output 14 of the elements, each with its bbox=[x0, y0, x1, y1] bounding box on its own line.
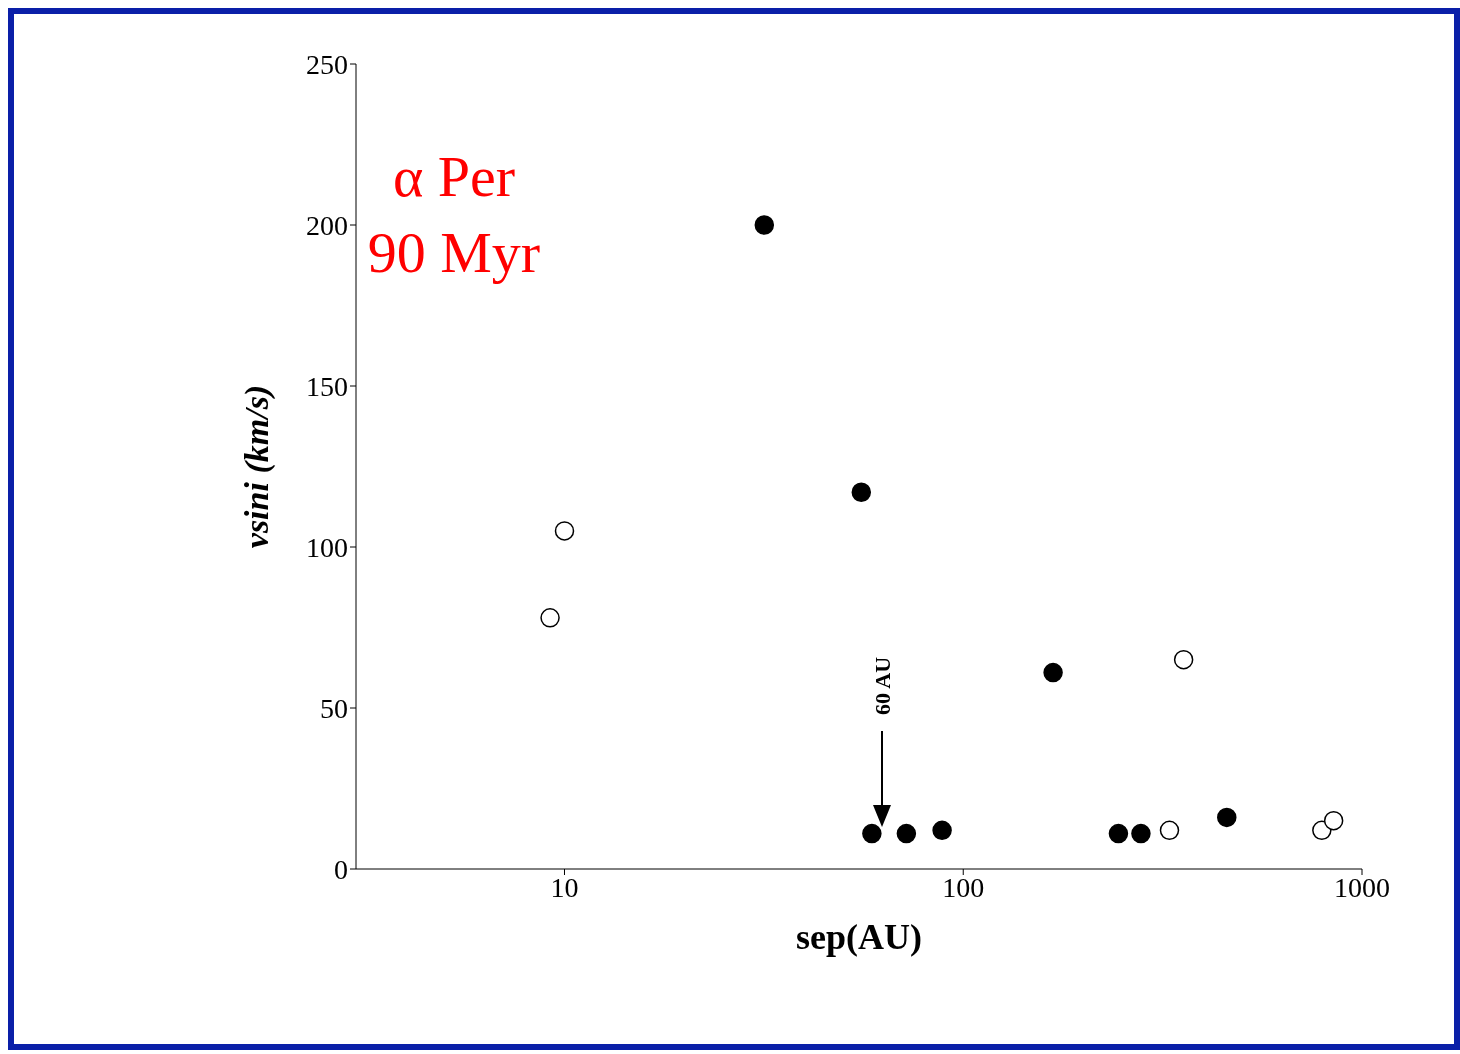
y-tick-label: 150 bbox=[306, 370, 348, 402]
x-tick-label: 100 bbox=[942, 871, 985, 903]
y-tick-label: 0 bbox=[334, 853, 348, 885]
x-tick-label: 1000 bbox=[1334, 871, 1390, 903]
annotation: 60 AU bbox=[869, 656, 895, 716]
y-tick-label: 100 bbox=[306, 531, 348, 563]
x-tick-label: 10 bbox=[550, 871, 579, 903]
y-tick-label: 250 bbox=[306, 48, 348, 80]
text: α Per bbox=[392, 144, 516, 209]
y-tick-label: 50 bbox=[320, 692, 348, 724]
y-axis-title: vsini (km/s) bbox=[238, 384, 277, 549]
y-tick-label: 200 bbox=[306, 209, 348, 241]
x-axis-title: sep(AU) bbox=[796, 917, 922, 957]
text: 90 Myr bbox=[367, 220, 541, 285]
